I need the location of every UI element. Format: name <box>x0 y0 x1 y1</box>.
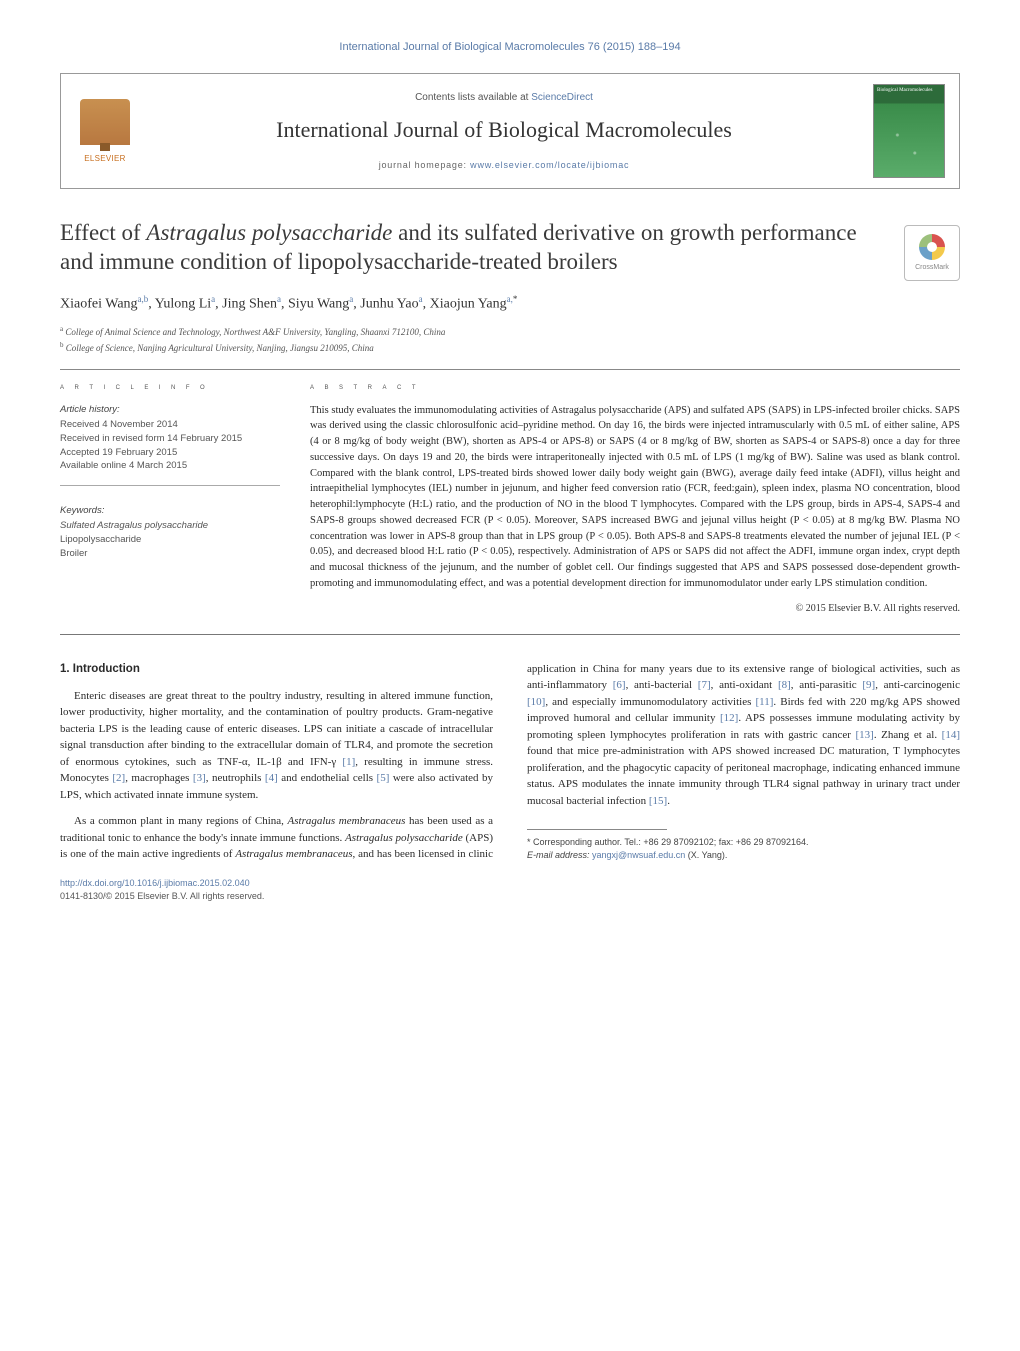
history-line: Received in revised form 14 February 201… <box>60 432 280 446</box>
footnotes: * Corresponding author. Tel.: +86 29 870… <box>527 836 960 861</box>
doi-link[interactable]: http://dx.doi.org/10.1016/j.ijbiomac.201… <box>60 878 250 888</box>
affiliation-list: a College of Animal Science and Technolo… <box>60 324 960 355</box>
keyword: Lipopolysaccharide <box>60 533 280 547</box>
homepage-link[interactable]: www.elsevier.com/locate/ijbiomac <box>470 160 629 170</box>
homepage-prefix: journal homepage: <box>379 160 470 170</box>
homepage-line: journal homepage: www.elsevier.com/locat… <box>135 159 873 172</box>
history-line: Accepted 19 February 2015 <box>60 446 280 460</box>
sciencedirect-link[interactable]: ScienceDirect <box>531 92 593 103</box>
abstract-heading: A B S T R A C T <box>310 380 960 393</box>
elsevier-logo[interactable]: ELSEVIER <box>75 96 135 166</box>
keywords-label: Keywords: <box>60 504 280 517</box>
email-label: E-mail address: <box>527 850 592 860</box>
section-heading-intro: 1. Introduction <box>60 661 493 678</box>
footnote-separator <box>527 829 667 830</box>
body-two-column: 1. Introduction Enteric diseases are gre… <box>60 661 960 863</box>
crossmark-icon <box>919 234 945 260</box>
copyright-line: © 2015 Elsevier B.V. All rights reserved… <box>310 602 960 616</box>
abstract-column: A B S T R A C T This study evaluates the… <box>310 380 960 616</box>
article-info-heading: A R T I C L E I N F O <box>60 380 280 393</box>
history-line: Received 4 November 2014 <box>60 418 280 432</box>
keyword: Broiler <box>60 547 280 561</box>
author-list: Xiaofei Wanga,b, Yulong Lia, Jing Shena,… <box>60 293 960 314</box>
title-italic-1: Astragalus polysaccharide <box>146 220 392 245</box>
divider <box>60 634 960 635</box>
article-title: Effect of Astragalus polysaccharide and … <box>60 219 960 277</box>
intro-paragraph-1: Enteric diseases are great threat to the… <box>60 688 493 804</box>
keywords-block: Keywords: Sulfated Astragalus polysaccha… <box>60 504 280 573</box>
author-email-link[interactable]: yangxj@nwsuaf.edu.cn <box>592 850 685 860</box>
page-footer: http://dx.doi.org/10.1016/j.ijbiomac.201… <box>60 877 960 902</box>
crossmark-badge[interactable]: CrossMark <box>904 225 960 281</box>
journal-title: International Journal of Biological Macr… <box>135 115 873 146</box>
journal-header: ELSEVIER Contents lists available at Sci… <box>60 73 960 189</box>
cover-art-icon <box>880 111 938 171</box>
article-history-block: Article history: Received 4 November 201… <box>60 403 280 486</box>
email-tail: (X. Yang). <box>685 850 727 860</box>
elsevier-label: ELSEVIER <box>84 153 126 164</box>
journal-cover-thumbnail[interactable]: Biological Macromolecules <box>873 84 945 178</box>
elsevier-tree-icon <box>80 99 130 145</box>
history-line: Available online 4 March 2015 <box>60 459 280 473</box>
top-citation[interactable]: International Journal of Biological Macr… <box>60 40 960 55</box>
email-line: E-mail address: yangxj@nwsuaf.edu.cn (X.… <box>527 849 960 862</box>
article-info-column: A R T I C L E I N F O Article history: R… <box>60 380 280 616</box>
contents-prefix: Contents lists available at <box>415 92 531 103</box>
title-text-1: Effect of <box>60 220 146 245</box>
history-label: Article history: <box>60 403 280 416</box>
contents-available-line: Contents lists available at ScienceDirec… <box>135 91 873 105</box>
cover-label: Biological Macromolecules <box>877 88 941 94</box>
corresponding-author-note: * Corresponding author. Tel.: +86 29 870… <box>527 836 960 849</box>
crossmark-label: CrossMark <box>915 263 949 273</box>
issn-line: 0141-8130/© 2015 Elsevier B.V. All right… <box>60 890 960 903</box>
abstract-text: This study evaluates the immunomodulatin… <box>310 403 960 592</box>
divider <box>60 369 960 370</box>
keyword: Sulfated Astragalus polysaccharide <box>60 519 280 533</box>
